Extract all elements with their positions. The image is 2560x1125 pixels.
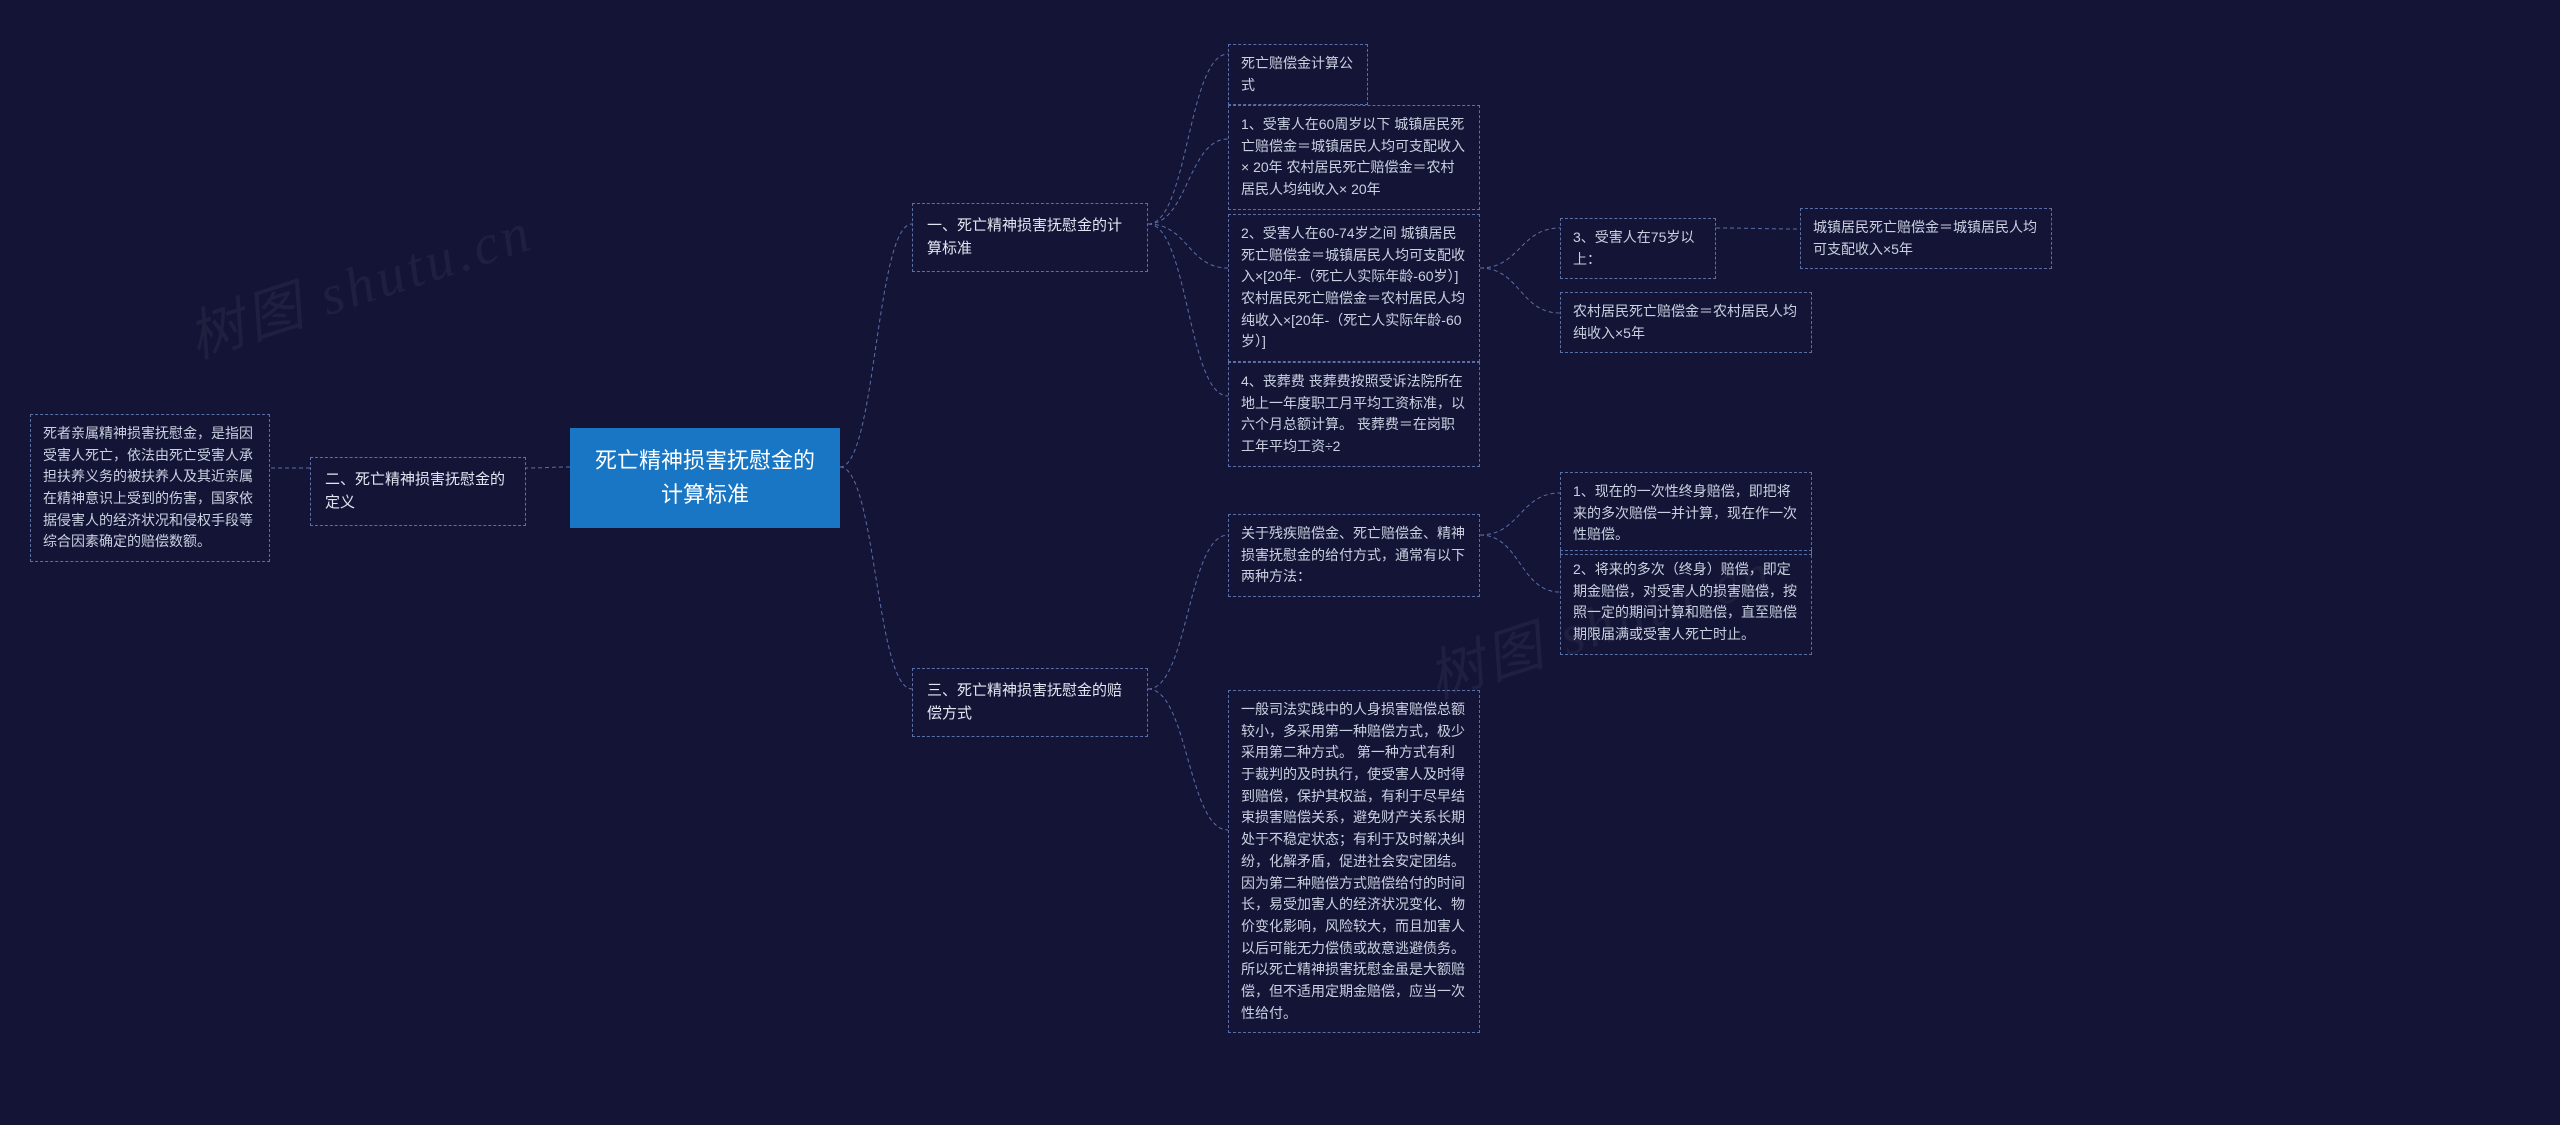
mindmap-node: 1、现在的一次性终身赔偿，即把将来的多次赔偿一并计算，现在作一次性赔偿。	[1560, 472, 1812, 555]
connector	[1148, 689, 1228, 830]
connector	[1716, 228, 1800, 229]
connector	[1148, 224, 1228, 396]
connector	[1480, 268, 1560, 313]
watermark: 树图 shutu.cn	[176, 187, 542, 375]
connector	[1148, 54, 1228, 224]
mindmap-node: 3、受害人在75岁以上：	[1560, 218, 1716, 279]
mindmap-node: 一、死亡精神损害抚慰金的计算标准	[912, 203, 1148, 272]
connector	[1148, 139, 1228, 224]
mindmap-node: 2、将来的多次（终身）赔偿，即定期金赔偿，对受害人的损害赔偿，按照一定的期间计算…	[1560, 550, 1812, 655]
mindmap-node: 2、受害人在60-74岁之间 城镇居民死亡赔偿金＝城镇居民人均可支配收入×[20…	[1228, 214, 1480, 362]
mindmap-node: 4、丧葬费 丧葬费按照受诉法院所在地上一年度职工月平均工资标准，以六个月总额计算…	[1228, 362, 1480, 467]
connector	[840, 467, 912, 689]
connector	[1148, 535, 1228, 689]
mindmap-node: 死者亲属精神损害抚慰金，是指因受害人死亡，依法由死亡受害人承担扶养义务的被扶养人…	[30, 414, 270, 562]
root-node: 死亡精神损害抚慰金的计算标准	[570, 428, 840, 528]
mindmap-node: 三、死亡精神损害抚慰金的赔偿方式	[912, 668, 1148, 737]
mindmap-node: 1、受害人在60周岁以下 城镇居民死亡赔偿金＝城镇居民人均可支配收入× 20年 …	[1228, 105, 1480, 210]
connector	[1148, 224, 1228, 268]
mindmap-node: 农村居民死亡赔偿金＝农村居民人均纯收入×5年	[1560, 292, 1812, 353]
connector	[1480, 535, 1560, 592]
mindmap-node: 关于残疾赔偿金、死亡赔偿金、精神损害抚慰金的给付方式，通常有以下两种方法：	[1228, 514, 1480, 597]
connector	[1480, 228, 1560, 268]
mindmap-node: 死亡赔偿金计算公式	[1228, 44, 1368, 105]
connector	[1480, 493, 1560, 535]
connector	[526, 467, 570, 468]
mindmap-node: 二、死亡精神损害抚慰金的定义	[310, 457, 526, 526]
mindmap-node: 城镇居民死亡赔偿金＝城镇居民人均可支配收入×5年	[1800, 208, 2052, 269]
connector	[840, 224, 912, 467]
mindmap-node: 一般司法实践中的人身损害赔偿总额较小，多采用第一种赔偿方式，极少采用第二种方式。…	[1228, 690, 1480, 1033]
